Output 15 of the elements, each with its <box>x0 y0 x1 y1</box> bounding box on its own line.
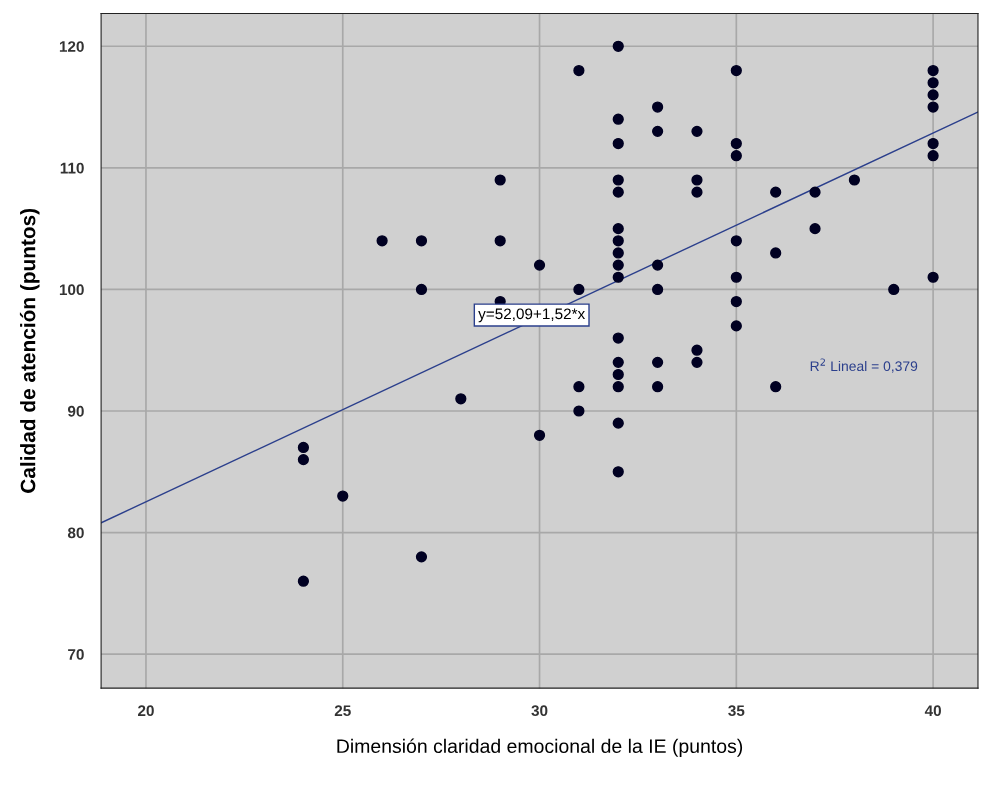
x-tick-label: 40 <box>924 705 941 717</box>
annotation: y=52,09+1,52*x <box>478 308 586 323</box>
x-axis-title: Dimensión claridad emocional de la IE (puntos) <box>337 738 743 757</box>
y-tick-label: 90 <box>67 405 84 417</box>
y-tick-label: 120 <box>59 41 84 52</box>
y-tick-label: 70 <box>68 649 84 660</box>
y-tick-label: 80 <box>67 527 84 539</box>
x-tick-label: 30 <box>531 705 548 717</box>
x-tick-label: 25 <box>334 705 351 717</box>
y-tick-label: 110 <box>60 162 84 174</box>
y-axis-title: Calidad de atención (puntos) <box>19 208 40 493</box>
y-tick-label: 100 <box>59 284 84 296</box>
x-tick-label: 20 <box>138 705 154 717</box>
annotation: R$^{2}$ Lineal = 0,379 <box>810 358 918 373</box>
x-tick-label: 35 <box>728 705 745 717</box>
